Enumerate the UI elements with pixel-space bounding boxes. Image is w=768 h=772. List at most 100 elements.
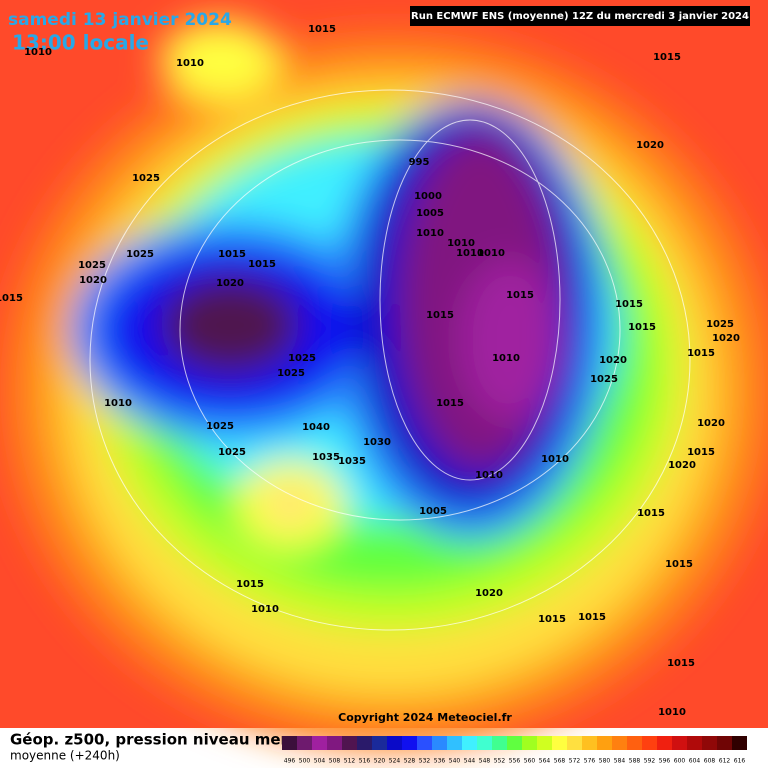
isobar-label: 1035 [312, 452, 340, 463]
colorbar-label: 536 [434, 758, 446, 765]
isobar-label: 1025 [277, 368, 305, 379]
colorbar-label: 584 [614, 758, 626, 765]
colorbar-swatch [282, 736, 297, 750]
run-info: Run ECMWF ENS (moyenne) 12Z du mercredi … [411, 11, 749, 22]
colorbar-swatch [387, 736, 402, 750]
isobar-label: 1015 [236, 579, 264, 590]
colorbar-label: 580 [599, 758, 611, 765]
footer-title: Géop. z500, pression niveau mer [10, 731, 289, 749]
colorbar-swatch [357, 736, 372, 750]
colorbar-label: 548 [479, 758, 491, 765]
isobar-label: 1025 [218, 447, 246, 458]
colorbar-label: 552 [494, 758, 506, 765]
colorbar-swatch [492, 736, 507, 750]
colorbar-swatch [687, 736, 702, 750]
colorbar-label: 532 [419, 758, 431, 765]
isobar-label: 1015 [436, 398, 464, 409]
colorbar-swatch [342, 736, 357, 750]
isobar-label: 1025 [706, 319, 734, 330]
isobar-label: 1020 [636, 140, 664, 151]
colorbar-swatch [717, 736, 732, 750]
isobar-label: 1020 [712, 333, 740, 344]
isobar-label: 1035 [338, 456, 366, 467]
colorbar-swatch [462, 736, 477, 750]
copyright: Copyright 2024 Meteociel.fr [338, 711, 512, 724]
isobar-label: 1025 [126, 249, 154, 260]
date: samedi 13 janvier 2024 [8, 10, 232, 30]
isobar-label: 1015 [248, 259, 276, 270]
colorbar-swatch [612, 736, 627, 750]
isobar-label: 1010 [541, 454, 569, 465]
isobar-label: 1020 [599, 355, 627, 366]
colorbar-label: 524 [389, 758, 401, 765]
isobar-label: 1015 [667, 658, 695, 669]
isobar-label: 1015 [615, 299, 643, 310]
colorbar-label: 504 [314, 758, 326, 765]
colorbar-swatch [522, 736, 537, 750]
colorbar-swatch [672, 736, 687, 750]
isobar-label: 1020 [475, 588, 503, 599]
isobar-label: 1025 [78, 260, 106, 271]
colorbar-swatch [402, 736, 417, 750]
isobar-label: 1010 [456, 248, 484, 259]
isobar-label: 1015 [0, 293, 23, 304]
colorbar-label: 500 [299, 758, 311, 765]
colorbar-label: 608 [704, 758, 716, 765]
isobar-label: 1010 [658, 707, 686, 718]
colorbar-swatch [372, 736, 387, 750]
colorbar-label: 512 [344, 758, 356, 765]
isobar-label: 1015 [578, 612, 606, 623]
isobar-label: 1015 [687, 447, 715, 458]
colorbar-swatch [327, 736, 342, 750]
isobar-label: 1010 [477, 248, 505, 259]
isobar-label: 1010 [475, 470, 503, 481]
isobar-label: 1015 [308, 24, 336, 35]
colorbar-label: 616 [734, 758, 746, 765]
colorbar-label: 576 [584, 758, 596, 765]
field [0, 0, 768, 750]
colorbar-label: 592 [644, 758, 656, 765]
run-box [410, 6, 750, 26]
colorbar-label: 612 [719, 758, 731, 765]
isobar-label: 1005 [419, 506, 447, 517]
isobar-label: 1010 [24, 47, 52, 58]
colorbar-label: 604 [689, 758, 701, 765]
isobar-label: 1010 [492, 353, 520, 364]
isobar-label: 1020 [697, 418, 725, 429]
colorbar-label: 596 [659, 758, 671, 765]
time: 13:00 locale [12, 31, 149, 55]
isobar-label: 1015 [426, 310, 454, 321]
colorbar-swatch [702, 736, 717, 750]
isobar-label: 1015 [538, 614, 566, 625]
colorbar-label: 520 [374, 758, 386, 765]
colorbar-label: 560 [524, 758, 536, 765]
isobar-label: 1020 [668, 460, 696, 471]
colorbar-label: 508 [329, 758, 341, 765]
isobar-label: 1010 [416, 228, 444, 239]
colorbar-label: 568 [554, 758, 566, 765]
colorbar-label: 600 [674, 758, 686, 765]
colorbar-swatch [627, 736, 642, 750]
colorbar-swatch [417, 736, 432, 750]
isobar-label: 1015 [637, 508, 665, 519]
isobar-label: 1010 [176, 58, 204, 69]
colorbar: 496 500 504 508 512 516 520 524 528 532 536 540 544 5… [282, 736, 747, 765]
isobar-label: 1025 [132, 173, 160, 184]
isobar-label: 1000 [414, 191, 442, 202]
colorbar-label: 544 [464, 758, 476, 765]
colorbar-swatch [537, 736, 552, 750]
colorbar-swatch [507, 736, 522, 750]
colorbar-swatch [312, 736, 327, 750]
colorbar-label: 516 [359, 758, 371, 765]
colorbar-label: 564 [539, 758, 551, 765]
colorbar-swatch [432, 736, 447, 750]
colorbar-label: 496 [284, 758, 296, 765]
isobar-label: 1020 [79, 275, 107, 286]
isobar-label: 995 [409, 157, 430, 168]
colorbar-swatch [597, 736, 612, 750]
isobar-label: 1015 [687, 348, 715, 359]
isobar-label: 1015 [653, 52, 681, 63]
isobar-label: 1010 [104, 398, 132, 409]
colorbar-label: 572 [569, 758, 581, 765]
